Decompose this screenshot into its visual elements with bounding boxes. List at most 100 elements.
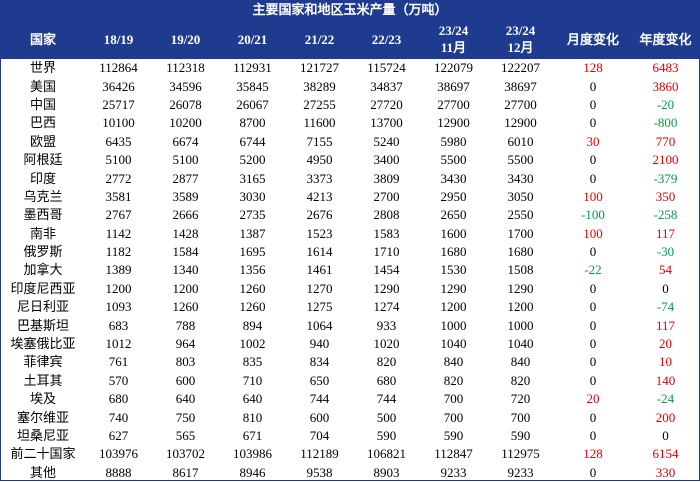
value-cell: 30 [586, 133, 600, 149]
value-cell: -379 [653, 170, 678, 186]
value-cell: 4950 [306, 152, 333, 168]
value-cell: 0 [662, 280, 669, 296]
value-cell: 112931 [233, 60, 272, 76]
country-cell: 乌克兰 [23, 188, 63, 204]
value-cell: 1020 [373, 336, 400, 352]
country-cell: 坦桑尼亚 [16, 428, 69, 443]
value-cell: 565 [175, 428, 196, 443]
value-cell: 6483 [652, 60, 679, 76]
value-cell: 1200 [172, 280, 199, 296]
value-cell: 840 [510, 354, 531, 370]
value-cell: 700 [443, 409, 464, 425]
country-cell: 墨西哥 [23, 207, 63, 223]
value-cell: 8617 [172, 464, 199, 480]
value-cell: 1600 [440, 225, 467, 241]
value-cell: 34596 [169, 78, 202, 94]
table-row: 前二十国家 103976 103702 103986 112189 106821 11284… [1, 445, 699, 463]
value-cell: 27700 [504, 96, 537, 112]
value-cell: 1680 [507, 244, 534, 260]
value-cell: 600 [175, 372, 196, 388]
value-cell: 38697 [504, 78, 537, 94]
value-cell: 54 [659, 262, 672, 278]
country-cell: 印度尼西亚 [10, 280, 76, 296]
value-cell: 112975 [501, 446, 540, 462]
value-cell: 7155 [306, 133, 333, 149]
value-cell: 12900 [504, 115, 537, 131]
value-cell: 122207 [501, 60, 540, 76]
value-cell: 34837 [370, 78, 403, 94]
value-cell: 1530 [440, 262, 467, 278]
country-cell: 塞尔维亚 [16, 409, 69, 425]
table-row: 埃塞俄比亚 1012 964 1002 940 1020 1040 1040 0 20 [1, 335, 699, 353]
value-cell: 6744 [239, 133, 266, 149]
value-cell: 1002 [239, 336, 266, 352]
table-row: 巴基斯坦 683 788 894 1064 933 1000 1000 0 117 [1, 316, 699, 334]
value-cell: 35845 [236, 78, 269, 94]
value-cell: 10 [659, 354, 672, 370]
value-cell: 112847 [434, 446, 473, 462]
value-cell: 1454 [373, 262, 400, 278]
value-cell: 1040 [507, 336, 534, 352]
value-cell: 803 [175, 354, 196, 370]
value-cell: 38289 [303, 78, 336, 94]
value-cell: 27720 [370, 96, 403, 112]
value-cell: 330 [655, 464, 676, 480]
value-cell: 11600 [303, 115, 336, 131]
value-cell: 0 [589, 354, 597, 370]
value-cell: 2808 [373, 207, 400, 223]
column-header: 21/22 [286, 19, 353, 59]
country-cell: 中国 [29, 96, 56, 112]
value-cell: 810 [242, 409, 263, 425]
value-cell: 0 [589, 336, 597, 352]
table-row: 世界 112864 112318 112931 121727 115724 122079 12… [1, 59, 699, 77]
value-cell: 103986 [233, 446, 272, 462]
value-cell: 3589 [172, 188, 199, 204]
table-row: 埃及 680 640 640 744 744 700 720 20 -24 [1, 390, 699, 408]
value-cell: 1290 [440, 280, 467, 296]
value-cell: 0 [589, 409, 597, 425]
value-cell: 4213 [306, 188, 333, 204]
value-cell: 683 [108, 317, 129, 333]
value-cell: 2650 [440, 207, 467, 223]
country-cell: 俄罗斯 [23, 244, 63, 260]
table-row: 塞尔维亚 740 750 810 600 500 700 700 0 200 [1, 408, 699, 426]
value-cell: 117 [655, 317, 676, 333]
value-cell: 590 [376, 428, 397, 443]
column-header: 23/24 11月 [420, 19, 487, 59]
value-cell: 36426 [102, 78, 135, 94]
value-cell: 0 [662, 428, 669, 443]
value-cell: 3373 [306, 170, 333, 186]
value-cell: 8888 [105, 464, 132, 480]
country-cell: 菲律宾 [23, 354, 63, 370]
value-cell: 3165 [239, 170, 266, 186]
table-row: 坦桑尼亚 627 565 671 704 590 590 590 0 0 [1, 427, 699, 445]
value-cell: -22 [584, 262, 602, 278]
value-cell: 8946 [239, 464, 266, 480]
value-cell: -30 [656, 244, 675, 260]
country-cell: 土耳其 [23, 372, 63, 388]
value-cell: 1275 [306, 299, 333, 315]
value-cell: 0 [589, 299, 597, 315]
value-cell: 10200 [169, 115, 202, 131]
value-cell: 2700 [373, 188, 400, 204]
value-cell: 1290 [507, 280, 534, 296]
table-row: 乌克兰 3581 3589 3030 4213 2700 2950 3050 100 350 [1, 188, 699, 206]
value-cell: 122079 [434, 60, 473, 76]
value-cell: 1012 [105, 336, 132, 352]
value-cell: 1260 [239, 280, 266, 296]
value-cell: 1000 [507, 317, 534, 333]
column-header: 年度变化 [632, 19, 699, 59]
value-cell: 103976 [99, 446, 138, 462]
value-cell: 5240 [373, 133, 400, 149]
value-cell: 0 [589, 428, 597, 443]
value-cell: 0 [589, 244, 597, 260]
value-cell: 100 [583, 188, 603, 204]
value-cell: 964 [175, 336, 196, 352]
column-header: 23/24 12月 [487, 19, 554, 59]
value-cell: 0 [589, 152, 597, 168]
value-cell: 5100 [105, 152, 132, 168]
table-row: 墨西哥 2767 2666 2735 2676 2808 2650 2550 -100 -258 [1, 206, 699, 224]
value-cell: 25717 [102, 96, 135, 112]
value-cell: 1064 [306, 317, 333, 333]
value-cell: 671 [242, 428, 263, 443]
